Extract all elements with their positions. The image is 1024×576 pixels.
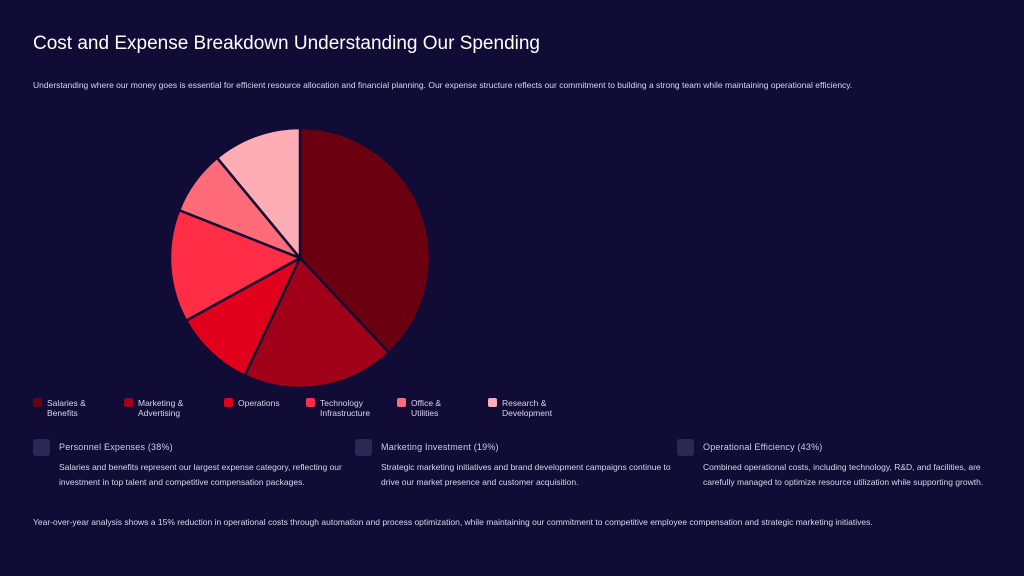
legend-item: Office & Utilities	[397, 398, 488, 418]
legend-label: Research & Development	[502, 398, 553, 418]
legend-label: Operations	[238, 398, 280, 408]
pie-chart	[168, 126, 432, 390]
pie-slice	[168, 208, 302, 322]
legend-item: Research & Development	[488, 398, 568, 418]
card-text: Strategic marketing initiatives and bran…	[381, 462, 671, 487]
card-title: Personnel Expenses (38%)	[59, 442, 173, 452]
legend-swatch	[306, 398, 315, 407]
card-icon	[677, 439, 694, 456]
pie-slice	[243, 256, 391, 390]
card-title: Marketing Investment (19%)	[381, 442, 499, 452]
pie-slice	[298, 126, 432, 355]
legend-swatch	[224, 398, 233, 407]
legend-swatch	[397, 398, 406, 407]
legend-swatch	[488, 398, 497, 407]
legend-label: Salaries & Benefits	[47, 398, 86, 418]
legend-label: Technology Infrastructure	[320, 398, 371, 418]
pie-slice	[215, 126, 302, 260]
legend-item: Marketing & Advertising	[124, 398, 224, 418]
footer: Year-over-year analysis shows a 15% redu…	[33, 517, 873, 527]
card-icon	[33, 439, 50, 456]
legend-item: Salaries & Benefits	[33, 398, 124, 418]
card-title: Operational Efficiency (43%)	[703, 442, 823, 452]
legend-item: Operations	[224, 398, 306, 418]
subtitle: Understanding where our money goes is es…	[33, 80, 853, 90]
legend-label: Office & Utilities	[411, 398, 442, 418]
legend-swatch	[33, 398, 42, 407]
card-icon	[355, 439, 372, 456]
card-text: Salaries and benefits represent our larg…	[59, 462, 342, 487]
legend-item: Technology Infrastructure	[306, 398, 397, 418]
legend: Salaries & Benefits Marketing & Advertisi…	[33, 398, 568, 418]
title: Cost and Expense Breakdown Understanding…	[33, 33, 540, 54]
card-text: Combined operational costs, including te…	[703, 462, 984, 487]
pie-slice	[184, 256, 302, 377]
legend-swatch	[124, 398, 133, 407]
legend-label: Marketing & Advertising	[138, 398, 184, 418]
